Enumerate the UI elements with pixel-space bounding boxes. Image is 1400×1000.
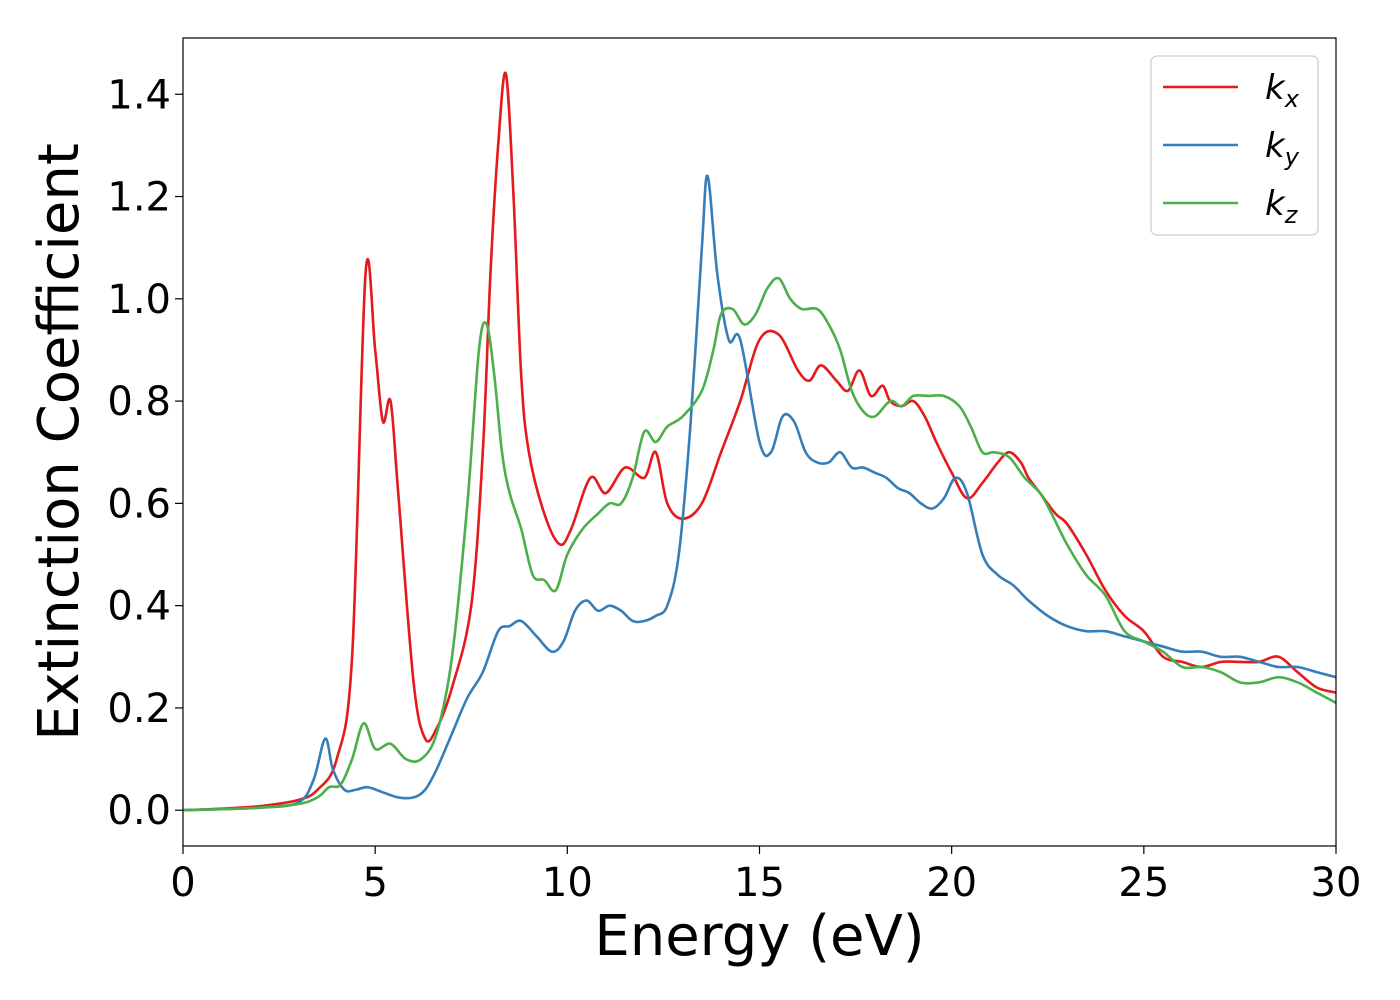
y-tick-label: 0.4: [107, 584, 171, 630]
x-tick-label: 25: [1118, 860, 1169, 906]
x-tick-label: 0: [170, 860, 195, 906]
x-axis-title: Energy (eV): [594, 904, 924, 969]
y-axis-ticks: 0.0 0.2 0.4 0.6 0.8 1.0 1.2 1.4: [107, 72, 183, 834]
y-axis-title: Extinction Coefficient: [27, 143, 92, 741]
x-axis-ticks: 0 5 10 15 20 25 30: [170, 846, 1361, 906]
y-tick-label: 1.4: [107, 72, 171, 118]
series-line-z: [183, 276, 1336, 812]
y-tick-label: 0.2: [107, 686, 171, 732]
y-tick-label: 1.0: [107, 277, 171, 323]
y-tick-label: 1.2: [107, 175, 171, 221]
x-tick-label: 5: [362, 860, 387, 906]
series-line-y: [183, 174, 1336, 812]
y-tick-label: 0.6: [107, 481, 171, 527]
y-tick-label: 0.8: [107, 379, 171, 425]
x-tick-label: 20: [926, 860, 977, 906]
series-line-x: [183, 71, 1336, 812]
plot-area: [183, 71, 1336, 812]
x-tick-label: 15: [734, 860, 785, 906]
x-tick-label: 10: [542, 860, 593, 906]
x-tick-label: 30: [1311, 860, 1362, 906]
y-tick-label: 0.0: [107, 788, 171, 834]
